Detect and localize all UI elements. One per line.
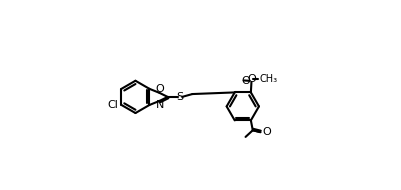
Text: Cl: Cl <box>107 100 118 110</box>
Text: S: S <box>176 92 183 102</box>
Text: O: O <box>155 84 164 94</box>
Text: O: O <box>247 74 255 84</box>
Text: N: N <box>156 100 164 110</box>
Text: O: O <box>241 76 250 86</box>
Text: CH₃: CH₃ <box>259 74 277 84</box>
Text: O: O <box>261 127 270 137</box>
